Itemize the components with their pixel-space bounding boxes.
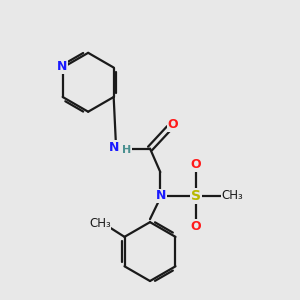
Text: H: H [122, 145, 131, 155]
Text: CH₃: CH₃ [89, 217, 111, 230]
Text: O: O [190, 220, 201, 233]
Text: N: N [109, 141, 119, 154]
Text: CH₃: CH₃ [222, 189, 243, 202]
Text: O: O [190, 158, 201, 171]
Text: S: S [190, 189, 201, 202]
Text: O: O [167, 118, 178, 131]
Text: N: N [156, 189, 166, 202]
Text: N: N [57, 61, 67, 74]
